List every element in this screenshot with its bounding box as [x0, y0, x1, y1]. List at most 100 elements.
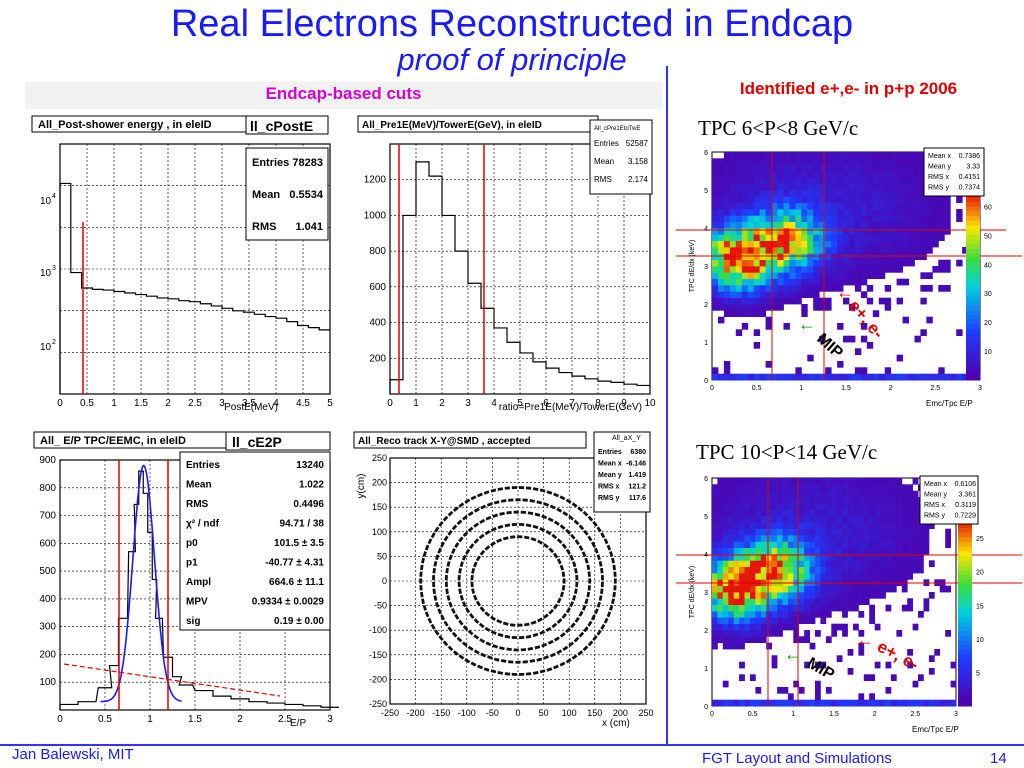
- heat-cell: [831, 285, 838, 292]
- heat-cell: [842, 503, 848, 510]
- heat-cell: [729, 234, 737, 241]
- heat-cell: [739, 516, 745, 523]
- heat-cell: [896, 484, 903, 491]
- heat-cell: [798, 522, 805, 529]
- heat-cell: [783, 240, 790, 248]
- heat-cell: [836, 560, 843, 567]
- heat-cell: [735, 202, 743, 210]
- heat-cell: [753, 202, 761, 210]
- heat-cell: [912, 680, 919, 688]
- heat-cell: [901, 573, 908, 580]
- heat-cell: [777, 177, 784, 184]
- hit-mark: [537, 617, 543, 623]
- heat-cell: [847, 699, 854, 707]
- hit-mark: [483, 490, 490, 495]
- heat-cell: [869, 585, 875, 593]
- heat-cell: [766, 484, 772, 491]
- heat-cell: [908, 164, 915, 172]
- heat-cell: [820, 528, 827, 536]
- heat-cell: [878, 215, 886, 222]
- heat-cell: [901, 699, 908, 707]
- heat-cell: [896, 630, 903, 637]
- y-axis-label: TPC dE/dx (keV): [689, 240, 696, 293]
- heat-cell: [771, 196, 778, 203]
- heat-cell: [728, 573, 735, 580]
- heat-cell: [880, 516, 886, 523]
- stat-value: 13240: [296, 460, 324, 471]
- heat-cell: [819, 177, 826, 184]
- heat-cell: [747, 190, 755, 197]
- heat-cell: [718, 209, 725, 216]
- hit-mark: [432, 567, 436, 574]
- heat-cell: [750, 617, 756, 624]
- heat-cell: [807, 196, 814, 203]
- heat-cell: [729, 259, 737, 267]
- heat-cell: [712, 278, 719, 286]
- scatter1-arrow-ee: ←: [836, 282, 854, 302]
- heat-cell: [907, 554, 913, 561]
- heat-cell: [914, 158, 921, 165]
- x-axis-label: E/P: [290, 718, 306, 729]
- stat-label: χ² / ndf: [186, 519, 220, 530]
- stat-label: p1: [186, 558, 198, 569]
- hit-mark: [462, 625, 469, 631]
- heat-cell: [884, 247, 892, 254]
- heat-cell: [759, 240, 766, 248]
- heat-cell: [831, 215, 838, 222]
- heat-cell: [837, 228, 844, 235]
- heat-cell: [866, 171, 874, 178]
- heat-cell: [798, 617, 805, 624]
- heat-cell: [853, 503, 859, 510]
- heat-cell: [815, 693, 821, 700]
- heat-cell: [804, 490, 810, 498]
- heat-cell: [843, 202, 850, 210]
- heat-cell: [914, 234, 921, 241]
- hit-mark: [549, 504, 556, 510]
- heat-cell: [849, 373, 856, 381]
- heat-cell: [858, 585, 865, 593]
- heat-cell: [847, 573, 854, 580]
- heat-cell: [777, 240, 784, 248]
- heat-cell: [728, 560, 735, 567]
- heat-cell: [795, 367, 802, 374]
- heat-cell: [896, 171, 903, 178]
- heat-cell: [914, 373, 921, 381]
- heat-cell: [722, 573, 729, 580]
- x-tick-label: 150: [587, 708, 602, 718]
- hit-mark: [600, 588, 604, 595]
- heat-cell: [728, 642, 735, 650]
- stat-value: 1.022: [299, 480, 324, 491]
- heat-cell: [874, 516, 881, 523]
- heat-cell: [858, 541, 865, 548]
- heat-cell: [712, 190, 719, 197]
- heat-cell: [944, 259, 951, 267]
- heat-cell: [753, 177, 761, 184]
- heat-cell: [729, 272, 737, 279]
- heat-cell: [783, 152, 790, 159]
- stat-value: 94.71 / 38: [280, 519, 325, 530]
- heat-cell: [798, 611, 805, 618]
- heat-cell: [938, 367, 945, 374]
- heat-cell: [854, 234, 862, 241]
- heat-cell: [782, 598, 789, 605]
- heat-cell: [819, 335, 826, 343]
- heat-cell: [896, 202, 903, 210]
- heat-cell: [739, 617, 745, 624]
- stat-label: RMS: [594, 175, 612, 184]
- xy-ring: [419, 486, 617, 676]
- hit-mark: [461, 641, 468, 647]
- heat-cell: [815, 554, 821, 561]
- heat-cell: [896, 297, 903, 305]
- heat-cell: [853, 528, 859, 536]
- color-scale-step: [966, 356, 980, 362]
- hit-mark: [458, 568, 462, 574]
- heat-cell: [815, 478, 821, 485]
- heat-cell: [884, 177, 892, 184]
- heat-cell: [849, 177, 856, 184]
- heat-cell: [843, 164, 850, 172]
- heat-cell: [729, 221, 737, 229]
- heat-cell: [866, 183, 874, 191]
- heat-cell: [777, 554, 783, 561]
